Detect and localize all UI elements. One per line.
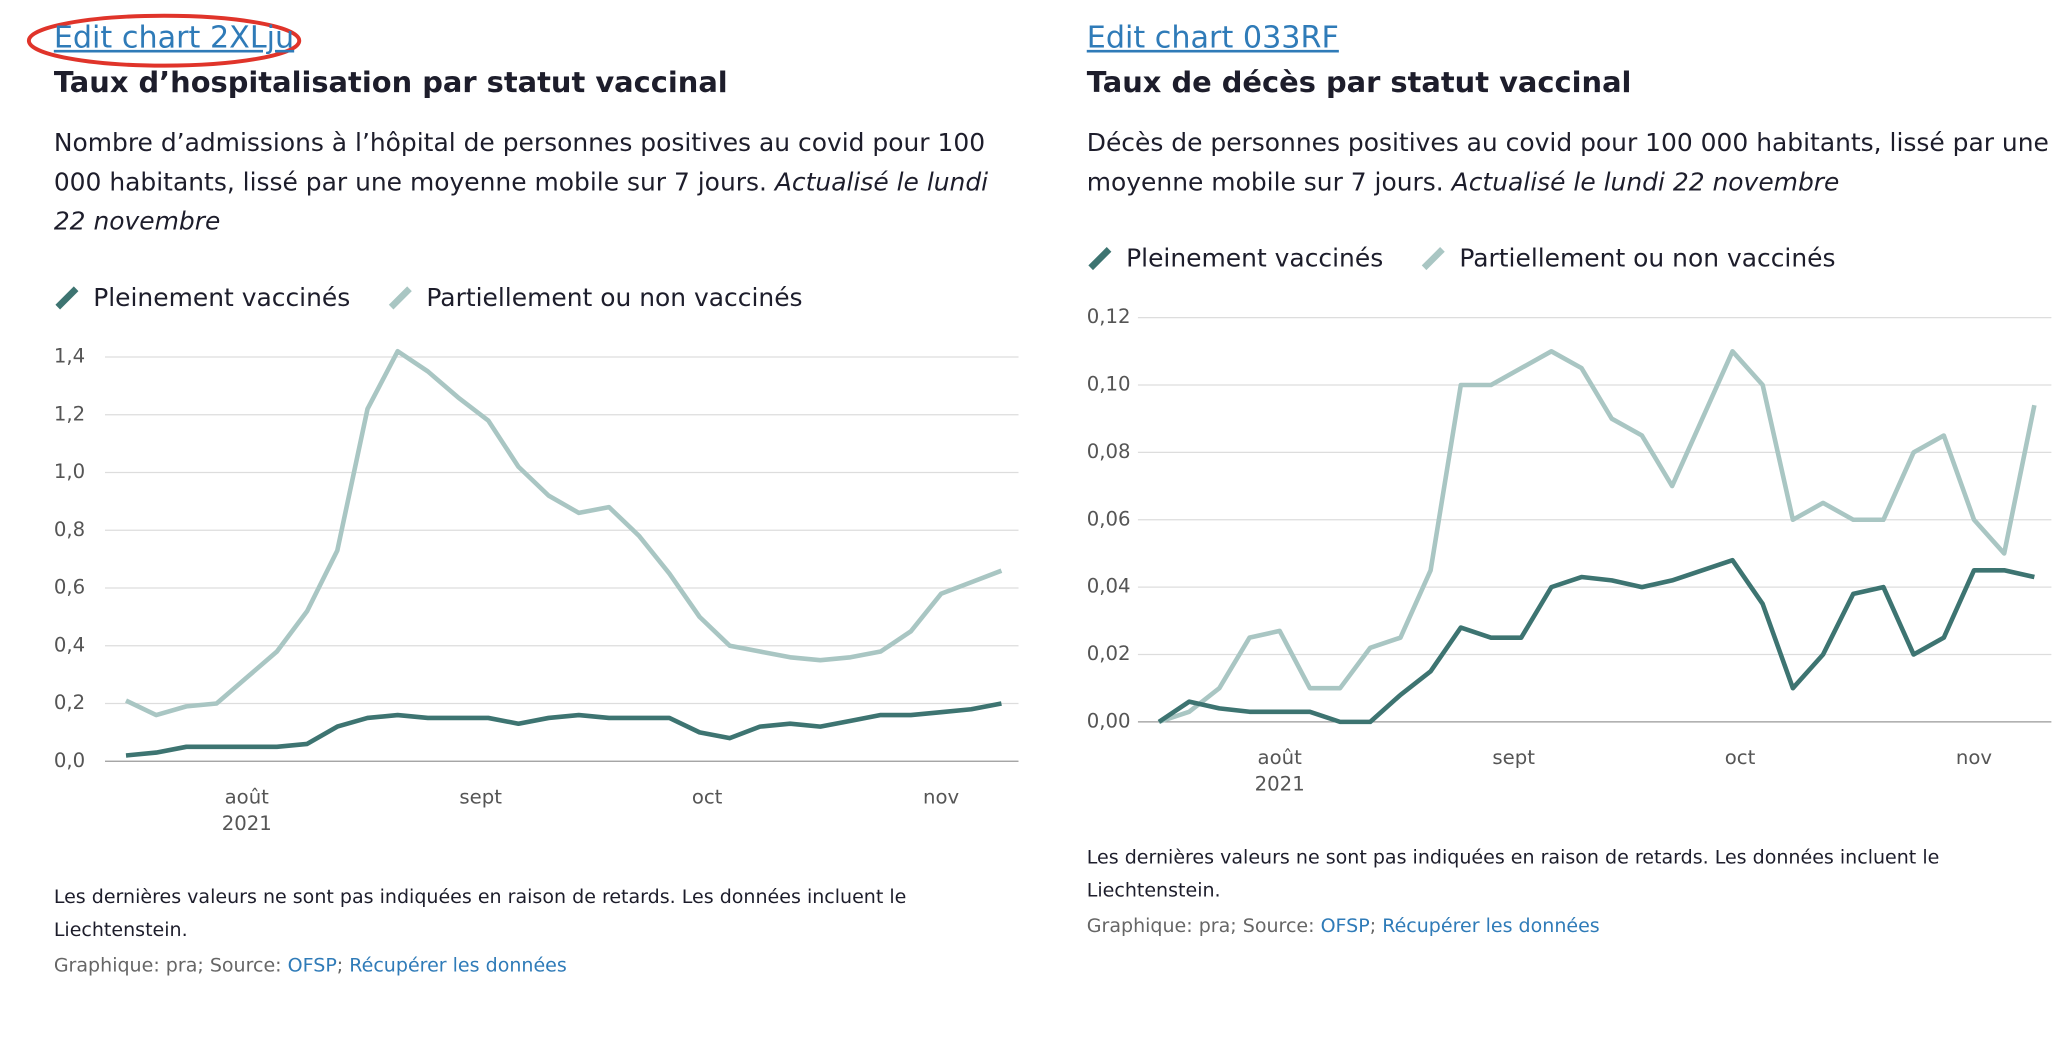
legend-label: Partiellement ou non vaccinés	[1459, 244, 1836, 273]
updated-text: Actualisé le lundi 22 novembre	[1451, 168, 1840, 197]
x-tick-label: oct	[692, 786, 723, 809]
y-tick-label: 0,8	[54, 518, 85, 541]
y-tick-label: 0,12	[1087, 305, 1131, 328]
description-text: Décès de personnes positives au covid po…	[1086, 128, 2049, 197]
plot: 0,00 0,02 0,04 0,06 0,08 0,10 0,12 août 2021 sept…	[1087, 305, 2052, 795]
edit-chart-link[interactable]: Edit chart 2XLju	[53, 21, 295, 56]
legend-swatch-line	[55, 286, 79, 310]
legend: Pleinement vaccinés Partiellement ou non …	[54, 281, 1019, 315]
series-line	[1157, 557, 2035, 725]
chart-description: Décès de personnes positives au covid po…	[1087, 123, 2052, 202]
y-tick-label: 0,6	[54, 576, 85, 599]
y-tick-label: 0,08	[1087, 440, 1131, 463]
legend-item: Partiellement ou non vaccinés	[387, 283, 803, 313]
series-line	[125, 348, 1003, 718]
plot: 0,0 0,2 0,4 0,6 0,8 1,0 1,2 1,4 août 2021 sept oct n…	[54, 345, 1019, 835]
chart-title: Taux de décès par statut vaccinal	[1086, 66, 1632, 100]
legend-swatch-line	[1421, 247, 1445, 271]
legend-swatch-line	[1088, 247, 1112, 271]
legend-swatch	[388, 286, 412, 310]
source-separator: ;	[1369, 916, 1377, 938]
data-link[interactable]: Récupérer les données	[1382, 916, 1600, 938]
source-link[interactable]: OFSP	[287, 955, 337, 977]
chart-note: Les dernières valeurs ne sont pas indiqu…	[1086, 847, 1940, 902]
highlight-ellipse	[26, 13, 302, 68]
y-tick-label: 0,02	[1087, 642, 1131, 665]
y-tick-label: 1,4	[54, 345, 85, 368]
source-prefix: Graphique: pra; Source:	[1086, 916, 1315, 938]
description-text: Nombre d’admissions à l’hôpital de perso…	[53, 128, 986, 197]
chart-panel: Edit chart 033RF Taux de décès par statut…	[1087, 0, 2052, 937]
edit-chart-link[interactable]: Edit chart 033RF	[1086, 21, 1339, 56]
chart-description: Nombre d’admissions à l’hôpital de perso…	[54, 123, 1019, 241]
legend: Pleinement vaccinés Partiellement ou non …	[1087, 242, 2052, 276]
data-link[interactable]: Récupérer les données	[349, 955, 567, 977]
y-tick-label: 0,10	[1087, 372, 1131, 395]
chart-panel: Edit chart 2XLju Taux d’hospitalisation p…	[54, 0, 1019, 977]
series-line	[125, 701, 1002, 758]
chart-source: Graphique: pra; Source: OFSP; Récupérer …	[54, 956, 1019, 977]
y-tick-label: 0,4	[54, 633, 85, 656]
series-line	[1158, 349, 2037, 725]
updated-text: Actualisé le lundi 22 novembre	[53, 168, 989, 237]
legend-item: Pleinement vaccinés	[1087, 244, 1383, 273]
legend-label: Partiellement ou non vaccinés	[426, 283, 803, 313]
y-tick-label: 1,0	[54, 460, 85, 483]
x-year-label: 2021	[222, 812, 272, 835]
y-tick-label: 0,04	[1087, 575, 1131, 598]
x-tick-label: sept	[1492, 746, 1535, 769]
y-tick-label: 1,2	[54, 402, 85, 425]
chart-title: Taux d’hospitalisation par statut vaccin…	[53, 66, 728, 100]
x-tick-label: sept	[459, 786, 502, 809]
x-year-label: 2021	[1255, 772, 1305, 795]
legend-label: Pleinement vaccinés	[93, 283, 351, 313]
legend-swatch	[1421, 247, 1445, 271]
source-prefix: Graphique: pra; Source:	[53, 955, 282, 977]
x-tick-label: août	[1258, 746, 1303, 769]
legend-label: Pleinement vaccinés	[1126, 244, 1384, 273]
chart-note: Les dernières valeurs ne sont pas indiqu…	[53, 887, 907, 942]
y-tick-label: 0,00	[1087, 709, 1131, 732]
source-separator: ;	[336, 955, 344, 977]
legend-swatch-line	[388, 286, 412, 310]
x-tick-label: nov	[923, 786, 960, 809]
legend-swatch	[55, 286, 79, 310]
y-tick-label: 0,0	[54, 749, 85, 772]
x-tick-label: nov	[1956, 746, 1993, 769]
legend-item: Pleinement vaccinés	[54, 283, 351, 313]
chart-source: Graphique: pra; Source: OFSP; Récupérer …	[1087, 916, 2052, 937]
legend-swatch	[1088, 247, 1112, 271]
y-tick-label: 0,2	[54, 691, 85, 714]
source-link[interactable]: OFSP	[1320, 916, 1370, 938]
y-tick-label: 0,06	[1087, 507, 1131, 530]
x-tick-label: août	[225, 786, 270, 809]
x-tick-label: oct	[1725, 746, 1756, 769]
legend-item: Partiellement ou non vaccinés	[1420, 244, 1836, 273]
